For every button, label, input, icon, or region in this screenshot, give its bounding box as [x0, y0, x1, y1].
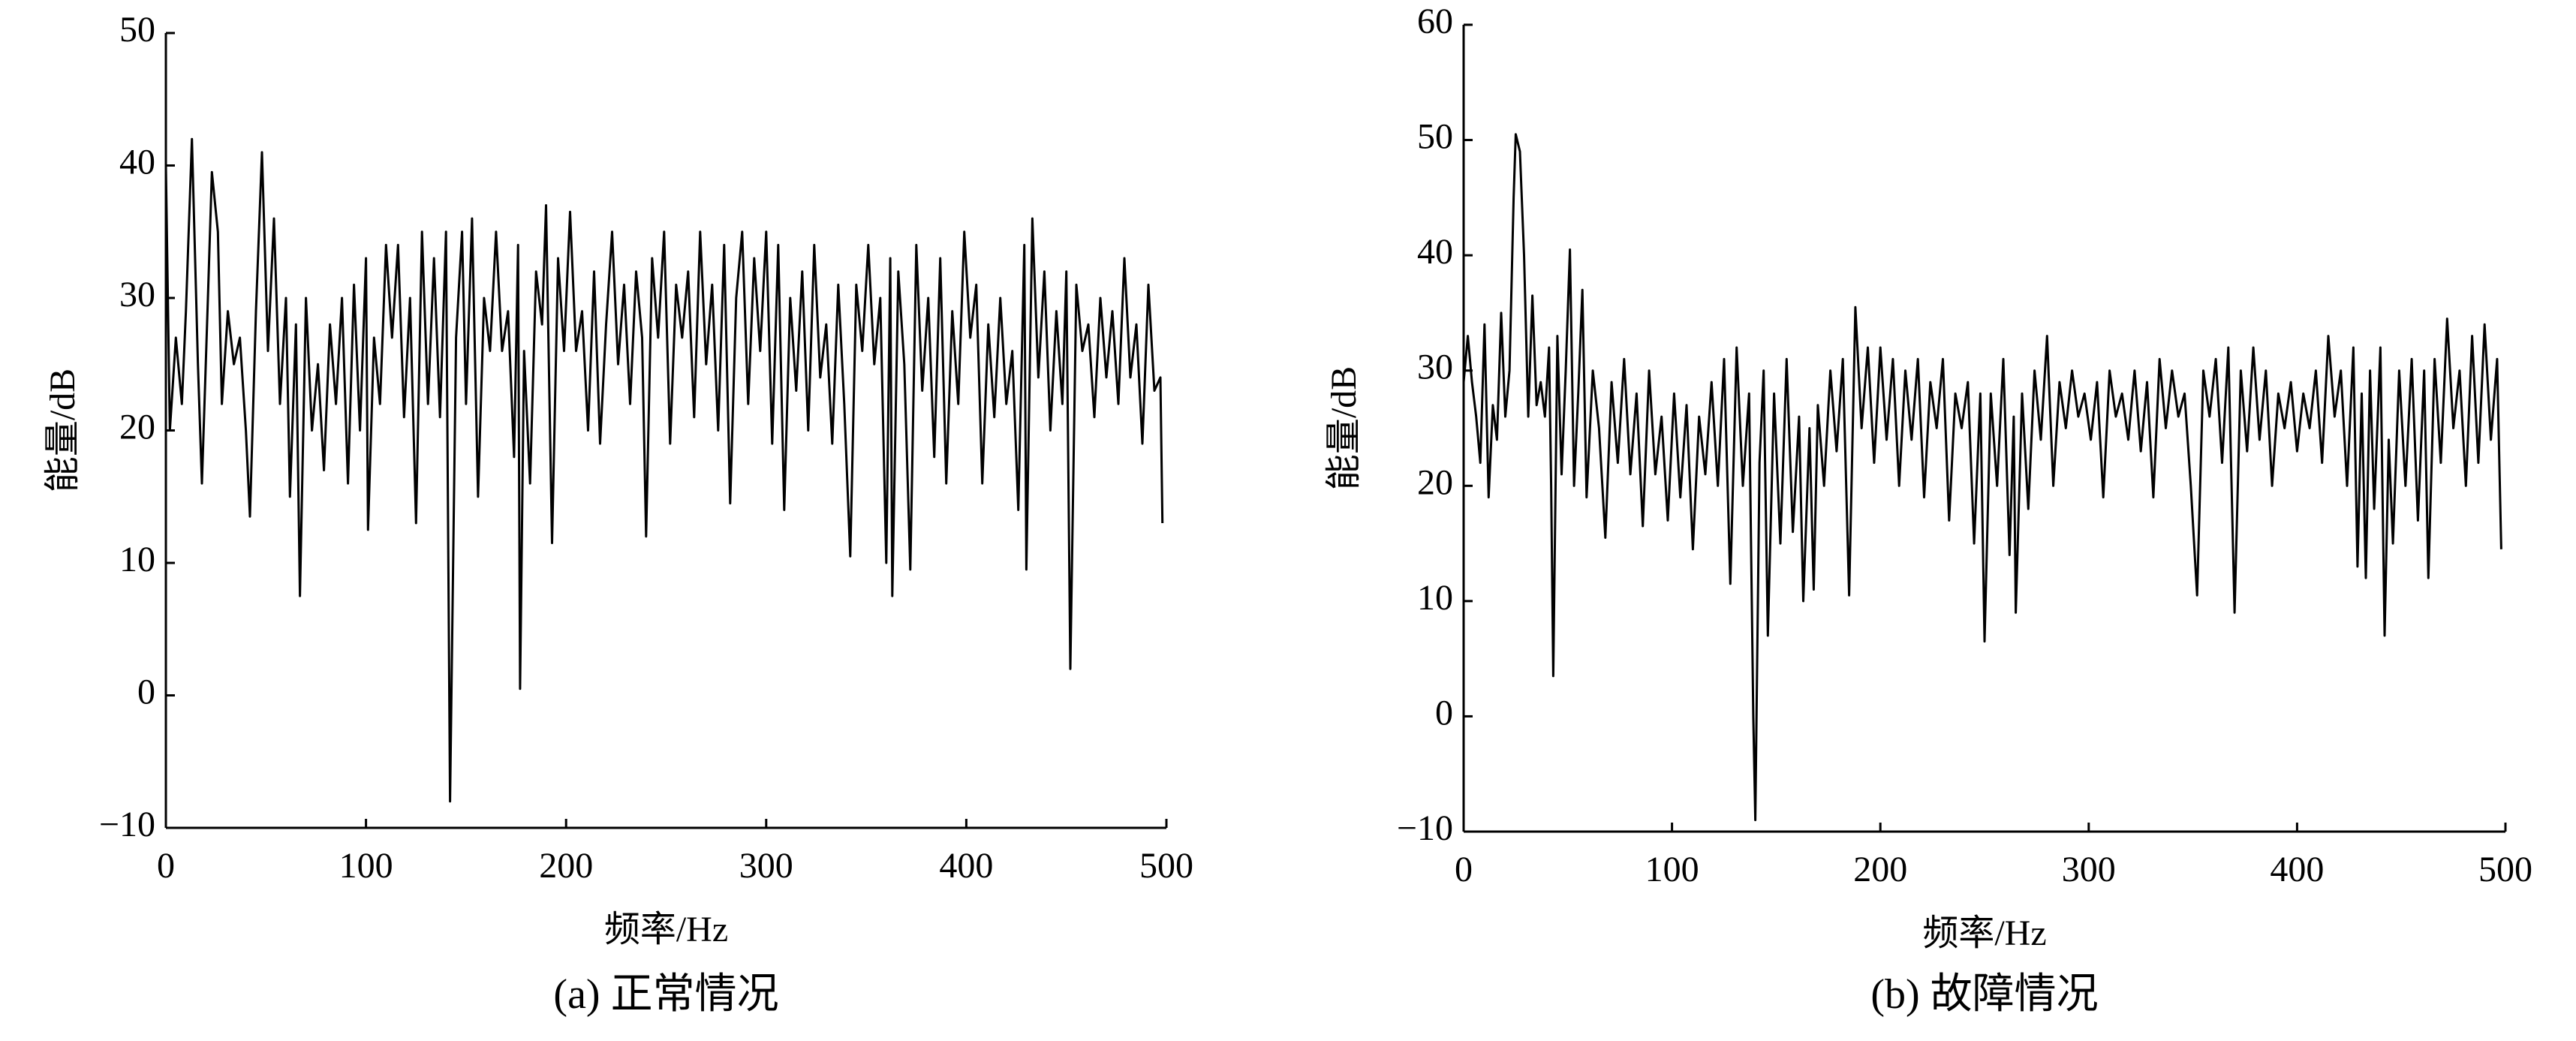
data-line	[164, 137, 1164, 803]
y-tick-label: 60	[1417, 2, 1453, 41]
y-tick-label: 30	[1417, 348, 1453, 387]
caption: (a) 正常情况	[553, 971, 778, 1018]
x-tick-label: 500	[1139, 846, 1193, 886]
x-axis-label: 频率/Hz	[604, 910, 728, 949]
y-tick-label: −10	[1397, 808, 1453, 848]
x-tick-label: 300	[2062, 850, 2116, 889]
x-tick-label: 0	[157, 846, 175, 886]
y-tick-label: −10	[99, 805, 155, 844]
y-tick-label: 30	[119, 275, 155, 314]
y-tick-label: 50	[119, 10, 155, 50]
y-tick-label: 20	[119, 408, 155, 447]
caption: (b) 故障情况	[1870, 971, 2098, 1018]
y-tick-label: 0	[137, 672, 155, 712]
x-axis-label: 频率/Hz	[1922, 913, 2046, 953]
y-tick-label: 50	[1417, 117, 1453, 157]
y-tick-label: 10	[119, 540, 155, 579]
x-tick-label: 500	[2478, 850, 2532, 889]
y-axis-label: 能量/dB	[43, 369, 83, 492]
y-tick-label: 40	[1417, 232, 1453, 272]
x-tick-label: 300	[739, 846, 793, 886]
y-tick-label: 20	[1417, 462, 1453, 502]
x-tick-label: 200	[539, 846, 593, 886]
y-tick-label: 10	[1417, 578, 1453, 618]
x-tick-label: 100	[1645, 850, 1699, 889]
x-tick-label: 200	[1853, 850, 1907, 889]
y-tick-label: 40	[119, 143, 155, 182]
x-tick-label: 0	[1455, 850, 1473, 889]
y-axis-label: 能量/dB	[1324, 366, 1364, 490]
x-tick-label: 400	[939, 846, 993, 886]
x-tick-label: 400	[2270, 850, 2324, 889]
x-tick-label: 100	[339, 846, 393, 886]
data-line	[1462, 133, 2502, 822]
y-tick-label: 0	[1435, 693, 1453, 733]
